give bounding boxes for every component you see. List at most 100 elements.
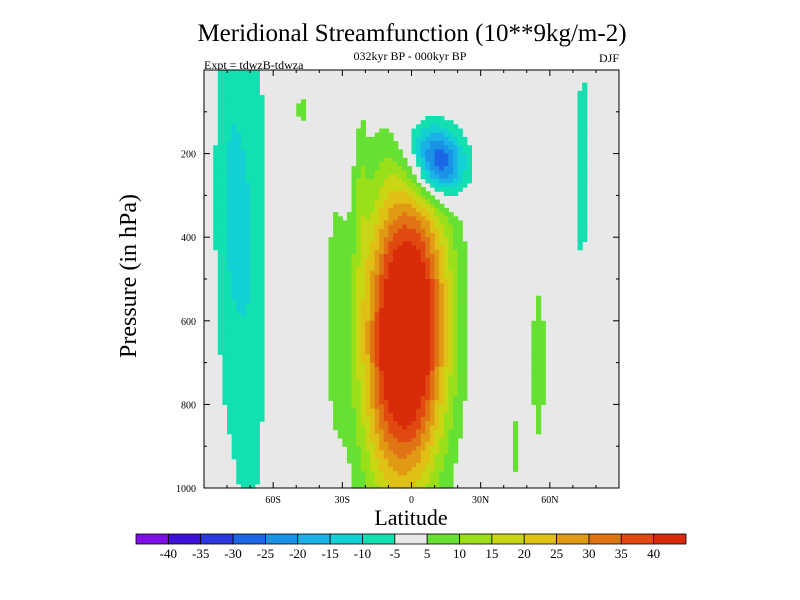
contour-cell [462,316,468,322]
contour-cell [388,224,394,230]
contour-cell [328,308,334,314]
contour-cell [365,241,371,247]
contour-cell [356,262,362,268]
contour-cell [420,462,426,468]
contour-cell [245,416,251,422]
contour-cell [457,228,463,234]
contour-cell [582,124,588,130]
contour-cell [462,279,468,284]
contour-cell [356,291,362,297]
contour-cell [222,358,228,364]
contour-cell [374,161,380,167]
contour-cell [416,362,422,368]
contour-cell [448,450,454,456]
contour-cell [425,375,431,380]
contour-cell [342,291,348,297]
contour-cell [439,274,445,280]
contour-cell [388,136,394,142]
contour-cell [346,429,353,435]
contour-cell [346,454,353,460]
contour-cell [439,207,445,213]
contour-cell [222,324,228,330]
contour-cell [328,258,334,263]
contour-cell [254,145,260,151]
contour-cell [245,136,251,142]
contour-cell [429,279,436,284]
contour-cell [346,270,353,276]
y-tick-label: 800 [181,400,196,411]
contour-cell [227,329,233,334]
contour-cell [402,404,408,410]
contour-cell [383,320,390,326]
contour-cell [236,90,242,96]
contour-cell [457,170,463,176]
contour-cell [245,433,251,439]
contour-cell [254,187,260,192]
contour-cell [448,279,454,284]
contour-cell [222,70,228,75]
contour-cell [406,462,413,468]
contour-cell [411,483,417,489]
contour-cell [402,216,408,222]
contour-cell [453,149,459,155]
contour-cell [402,396,408,401]
contour-cell [420,362,426,368]
contour-cell [448,136,454,142]
contour-cell [402,370,408,376]
contour-cell [434,174,440,180]
contour-cell [439,337,445,343]
contour-cell [346,408,353,414]
contour-cell [406,324,413,330]
contour-cell [420,479,426,485]
contour-cell [434,350,440,355]
contour-cell [425,178,431,184]
contour-cell [448,233,454,238]
contour-cell [443,329,449,334]
contour-cell [393,245,399,251]
contour-cell [236,74,242,79]
contour-cell [254,383,260,389]
contour-cell [217,124,224,130]
contour-cell [245,99,251,105]
contour-cell [236,358,242,364]
contour-cell [254,141,260,146]
contour-cell [259,128,265,134]
contour-cell [342,274,348,280]
contour-cell [402,304,408,309]
contour-cell [356,174,362,180]
contour-cell [240,149,247,155]
contour-cell [397,479,403,485]
contour-cell [250,274,256,280]
contour-cell [342,220,348,226]
contour-cell [425,467,431,472]
contour-cell [231,287,237,293]
contour-cell [365,421,371,426]
contour-cell [337,279,343,284]
contour-cell [406,295,413,301]
contour-cell [453,274,459,280]
contour-cell [231,425,237,431]
contour-cell [351,383,357,389]
contour-cell [360,391,366,397]
contour-cell [379,237,385,242]
contour-cell [379,216,385,222]
contour-cell [443,149,449,155]
contour-cell [439,412,445,418]
contour-cell [342,299,348,305]
contour-cell [217,107,224,113]
contour-cell [360,467,366,472]
contour-cell [416,195,422,201]
contour-cell [411,291,417,297]
contour-cell [453,182,459,188]
contour-cell [245,228,251,234]
contour-cell [245,387,251,393]
contour-cell [374,416,380,422]
contour-cell [328,354,334,360]
contour-cell [397,370,403,376]
contour-cell [429,471,436,477]
contour-cell [259,212,265,217]
contour-cell [462,366,468,372]
contour-cell [420,467,426,472]
contour-cell [231,216,237,222]
contour-cell [457,429,463,435]
